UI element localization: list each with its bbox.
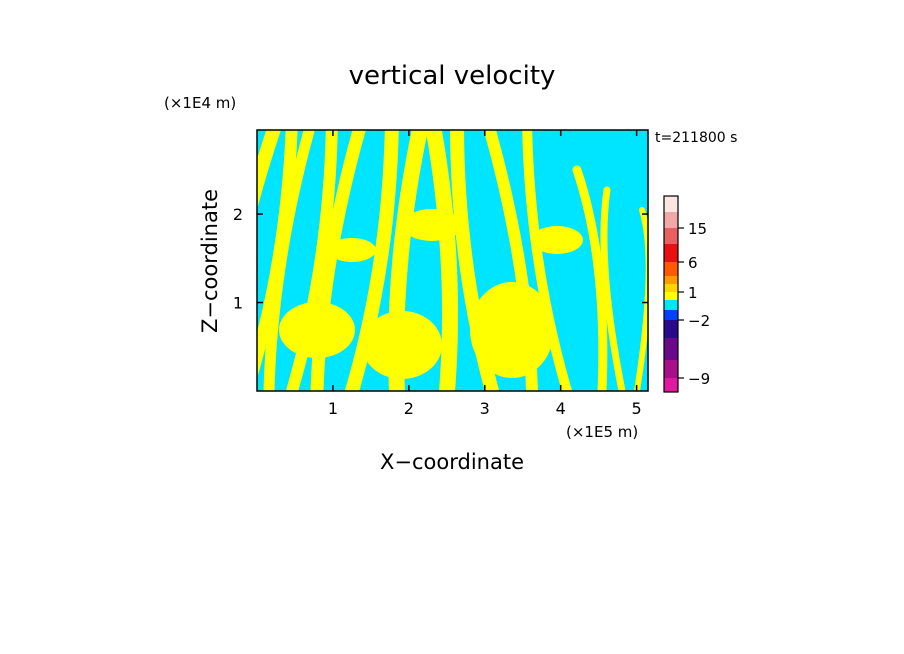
field-region xyxy=(470,282,554,378)
field-region xyxy=(345,130,399,391)
chart-title: vertical velocity xyxy=(349,61,556,91)
colorbar-segment xyxy=(664,360,678,378)
field-region xyxy=(425,130,459,391)
plot-area xyxy=(256,129,649,392)
x-tick-label: 4 xyxy=(556,399,566,418)
field-region xyxy=(572,165,608,391)
field-region xyxy=(402,209,462,241)
colorbar-segment xyxy=(664,276,678,284)
y-unit-label: (×1E4 m) xyxy=(164,94,236,112)
colorbar-segment xyxy=(664,338,678,360)
y-axis-label: Z−coordinate xyxy=(198,189,222,333)
colorbar-tick-label: 15 xyxy=(688,220,707,238)
field-region xyxy=(263,130,315,391)
y-axis: 12 xyxy=(233,205,648,313)
x-unit-label: (×1E5 m) xyxy=(566,423,638,441)
colorbar-segment xyxy=(664,212,678,228)
field-region xyxy=(362,311,442,379)
x-tick-label: 1 xyxy=(328,399,338,418)
colorbar-frame xyxy=(663,195,679,393)
x-axis-label: X−coordinate xyxy=(380,450,524,474)
field-region xyxy=(522,130,572,391)
field-region xyxy=(279,302,355,358)
time-label: t=211800 s xyxy=(655,130,737,146)
plot-frame xyxy=(256,129,649,392)
colorbar-tick-label: 6 xyxy=(688,254,698,272)
colorbar-segment xyxy=(664,300,678,310)
colorbar-segment xyxy=(664,228,678,244)
colorbar-segment xyxy=(664,378,678,392)
colorbar-segment xyxy=(664,244,678,262)
colorbar-tick-label: −2 xyxy=(688,312,710,330)
y-tick-label: 1 xyxy=(233,294,243,313)
colorbar-segment xyxy=(664,292,678,300)
colorbar-segment xyxy=(664,284,678,292)
colorbar: 15 6 1 −2 −9 xyxy=(663,195,710,393)
y-tick-label: 2 xyxy=(233,205,243,224)
colorbar-segment xyxy=(664,310,678,320)
field-region xyxy=(328,238,376,262)
x-tick-label: 2 xyxy=(404,399,414,418)
colorbar-segment xyxy=(664,262,678,276)
x-tick-label: 3 xyxy=(480,399,490,418)
field-region xyxy=(600,186,626,391)
field-region xyxy=(634,207,648,391)
colorbar-segment xyxy=(664,320,678,338)
x-axis: 1 2 3 4 5 xyxy=(328,130,642,418)
field-region xyxy=(257,130,282,210)
field-region xyxy=(286,130,338,391)
colorbar-tick-label: 1 xyxy=(688,284,698,302)
field-region xyxy=(531,226,583,254)
colorbar-tick-label: −9 xyxy=(688,370,710,388)
x-tick-label: 5 xyxy=(632,399,642,418)
colorbar-segment xyxy=(664,196,678,212)
